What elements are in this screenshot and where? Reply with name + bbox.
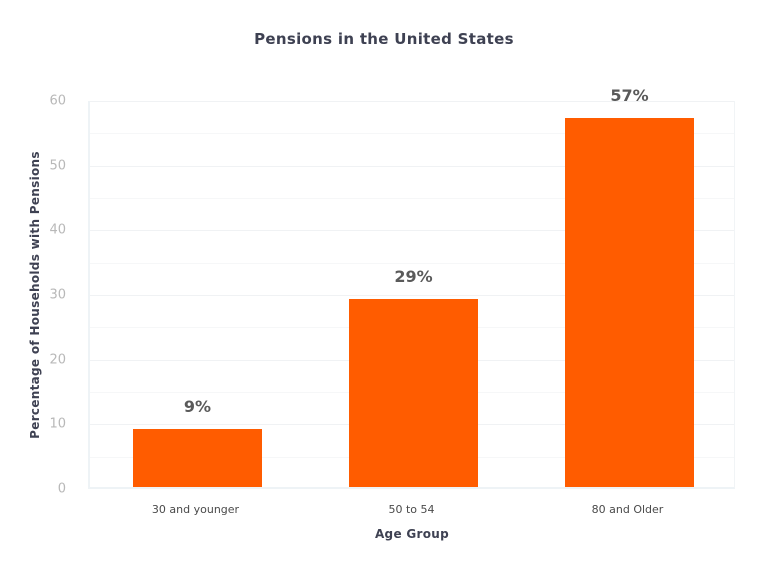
- y-tick-label: 20: [49, 352, 66, 368]
- x-tick-label: 30 and younger: [151, 503, 240, 516]
- gridline: [90, 101, 734, 102]
- gridline: [90, 165, 734, 167]
- chart-title: Pensions in the United States: [254, 30, 514, 48]
- bar-value-label: 9%: [183, 396, 212, 416]
- bar-value-label: 57%: [610, 86, 649, 106]
- gridline: [90, 133, 734, 135]
- bar-value-label: 29%: [394, 267, 433, 287]
- gridline: [90, 198, 734, 199]
- plot-area: 9% 29% 57%: [88, 86, 735, 489]
- y-tick-label: 60: [49, 93, 66, 109]
- bar: [565, 118, 694, 487]
- gridline: [90, 262, 734, 264]
- gridline: [90, 295, 734, 296]
- bar: [349, 299, 478, 487]
- x-tick-label: 80 and Older: [591, 503, 664, 516]
- bar: [133, 428, 262, 487]
- y-tick-label: 10: [49, 416, 66, 432]
- y-tick-label: 30: [49, 287, 66, 303]
- y-tick-label: 0: [57, 481, 66, 497]
- y-tick-label: 50: [49, 158, 66, 174]
- y-tick-label: 40: [49, 222, 66, 238]
- x-axis-label: Age Group: [374, 527, 450, 541]
- gridline: [90, 230, 734, 232]
- x-tick-label: 50 to 54: [388, 503, 435, 516]
